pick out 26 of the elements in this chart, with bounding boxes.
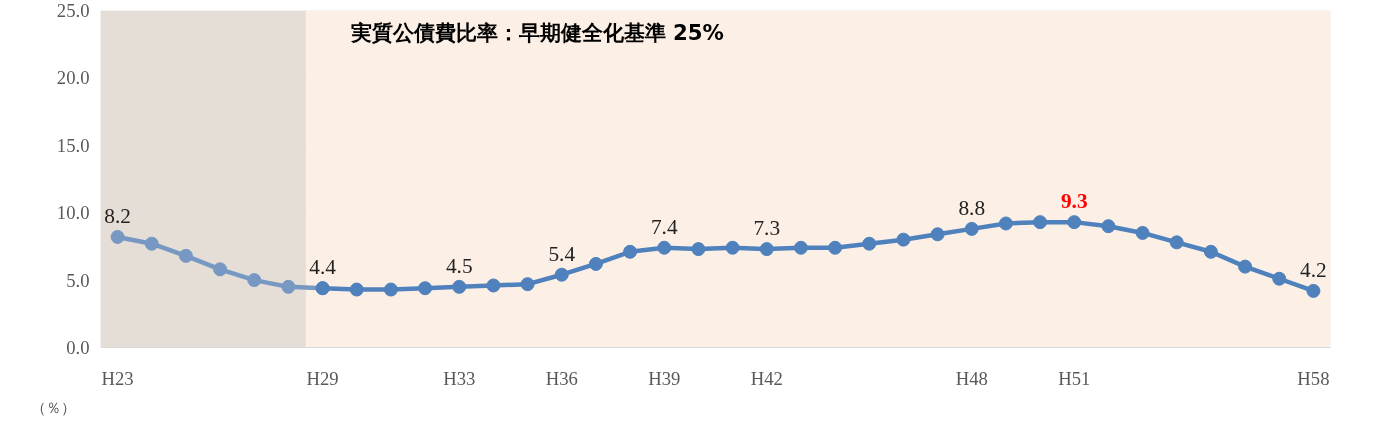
y-tick-label: 20.0: [56, 67, 90, 89]
annotation: 9.3: [1060, 189, 1088, 214]
data-label: 5.4: [548, 241, 576, 266]
x-tick-label: H51: [1058, 367, 1091, 389]
data-label: 8.2: [104, 203, 131, 228]
x-tick-label: H23: [101, 367, 134, 389]
text: 実質公債費比率：早期健全化基準 25%: [349, 19, 724, 45]
y-tick-label: 0.0: [66, 337, 90, 358]
data-label: 4.2: [1300, 257, 1327, 282]
data-label: 7.3: [753, 216, 781, 241]
data-label: 8.8: [958, 195, 986, 220]
data-label: 7.4: [650, 214, 678, 239]
x-tick-label: H39: [648, 367, 681, 389]
y-tick-label: 5.0: [66, 269, 90, 291]
y-tick-label: 25.0: [56, 0, 90, 21]
x-tick-label: H42: [750, 367, 783, 389]
x-tick-label: H48: [955, 367, 988, 389]
data-label: 4.5: [445, 253, 473, 278]
x-tick-label: H33: [443, 367, 476, 389]
y-tick-label: 15.0: [56, 134, 90, 156]
x-tick-label: H58: [1297, 367, 1330, 389]
x-tick-label: H36: [545, 367, 578, 389]
data-label: 4.4: [309, 255, 337, 280]
y-axis-title: （％）: [30, 398, 76, 416]
x-tick-label: H29: [306, 367, 339, 389]
y-tick-label: 10.0: [56, 202, 90, 224]
